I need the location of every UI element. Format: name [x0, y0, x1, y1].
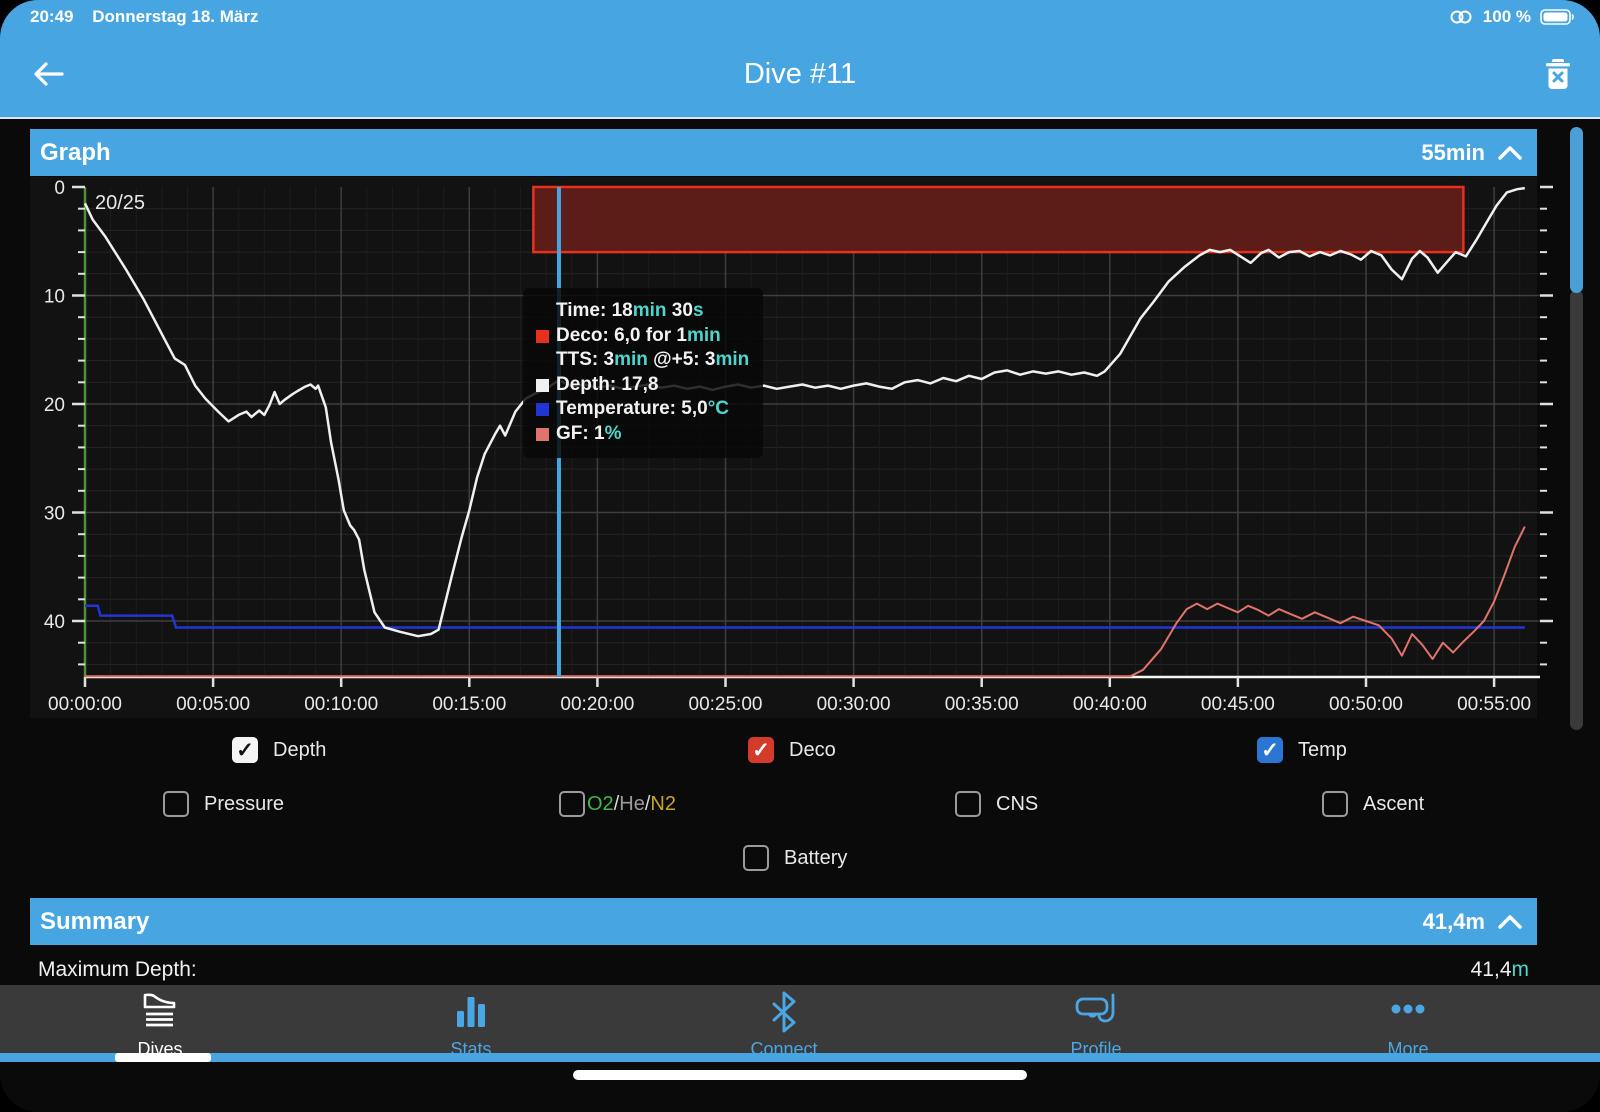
tooltip-series-bullet	[536, 403, 549, 416]
legend-label-battery: Battery	[784, 846, 848, 869]
clock: 20:49	[30, 7, 74, 26]
tab-connect[interactable]: Connect	[714, 991, 854, 1060]
legend-label-gas: O2/He/N2	[587, 792, 676, 815]
checkbox-temp[interactable]: ✓	[1257, 737, 1283, 763]
legend-toggle-cns[interactable]: CNS	[955, 791, 1038, 817]
nav-bar: Dive #11	[0, 30, 1600, 117]
home-indicator[interactable]	[573, 1070, 1027, 1080]
tab-indicator-strip	[0, 1053, 1600, 1062]
tooltip-line: Depth: 17,8	[523, 373, 755, 398]
tooltip-line: Time: 18min 30s	[556, 300, 704, 321]
checkbox-depth[interactable]: ✓	[232, 737, 258, 763]
battery-percent: 100 %	[1482, 7, 1531, 26]
legend-label-pressure: Pressure	[204, 792, 285, 815]
checkbox-battery[interactable]	[743, 845, 769, 871]
delete-dive-button[interactable]	[1542, 56, 1574, 97]
hotspot-icon	[1450, 10, 1472, 24]
dives-icon	[90, 991, 230, 1038]
checkbox-cns[interactable]	[955, 791, 981, 817]
battery-icon	[1540, 9, 1574, 25]
summary-row-value: 41,4m	[1470, 958, 1529, 981]
page-title: Dive #11	[743, 58, 857, 90]
tab-bar: Dives Stats Connect Profile More	[0, 985, 1600, 1059]
checkbox-ascent[interactable]	[1322, 791, 1348, 817]
summary-max-depth-badge: 41,4m	[1422, 908, 1485, 934]
tooltip-series-bullet	[536, 329, 549, 343]
tooltip-line: GF: 1%	[523, 422, 755, 447]
tooltip-line: TTS: 3min @+5: 3min	[556, 349, 750, 370]
date-label: Donnerstag 18. März	[92, 7, 259, 26]
checkbox-deco[interactable]: ✓	[748, 737, 774, 763]
legend-toggle-temp[interactable]: ✓ Temp	[1257, 737, 1347, 763]
legend-label-cns: CNS	[996, 792, 1039, 815]
trash-icon	[1546, 59, 1570, 89]
status-bar: 20:49 Donnerstag 18. März 100 %	[0, 4, 1600, 30]
tab-more[interactable]: More	[1338, 991, 1478, 1060]
checkbox-pressure[interactable]	[163, 791, 189, 817]
tab-profile[interactable]: Profile	[1026, 991, 1166, 1060]
checkbox-gas[interactable]	[559, 791, 585, 817]
status-left: 20:49 Donnerstag 18. März	[30, 7, 272, 27]
nav-separator	[0, 117, 1600, 119]
back-button[interactable]	[30, 58, 68, 95]
tab-stats[interactable]: Stats	[401, 991, 541, 1060]
chevron-up-icon[interactable]	[1497, 144, 1523, 162]
legend-label-ascent: Ascent	[1363, 792, 1425, 815]
scrollbar-thumb[interactable]	[1570, 127, 1583, 293]
graph-section-title: Graph	[40, 138, 111, 166]
tooltip-series-bullet	[536, 427, 549, 441]
tab-dives[interactable]: Dives	[90, 991, 230, 1060]
summary-section-title: Summary	[40, 907, 150, 935]
top-bar: 20:49 Donnerstag 18. März 100 % Dive #11	[0, 0, 1600, 117]
connect-icon	[714, 991, 854, 1038]
chart-tooltip: Time: 18min 30s Deco: 6,0 for 1min TTS: 3m…	[523, 288, 763, 458]
summary-section-header[interactable]: Summary 41,4m	[30, 898, 1537, 945]
active-tab-indicator	[115, 1053, 211, 1062]
summary-row-max-depth: Maximum Depth: 41,4m	[30, 954, 1537, 986]
legend-toggle-depth[interactable]: ✓ Depth	[232, 737, 326, 763]
scrollbar-track[interactable]	[1570, 290, 1583, 730]
back-arrow-icon	[34, 62, 64, 86]
stats-icon	[401, 991, 541, 1038]
chevron-up-icon[interactable]	[1497, 913, 1523, 931]
chart-area[interactable]	[30, 177, 1537, 718]
legend-toggle-gas[interactable]: O2/He/N2	[559, 791, 676, 817]
dive-duration: 55min	[1421, 139, 1485, 165]
tooltip-line: Deco: 6,0 for 1min	[523, 324, 755, 349]
legend-label-deco: Deco	[789, 738, 836, 761]
more-icon	[1338, 991, 1478, 1038]
graph-section-header[interactable]: Graph 55min	[30, 129, 1537, 176]
legend-toggle-pressure[interactable]: Pressure	[163, 791, 284, 817]
summary-row-label: Maximum Depth:	[38, 958, 197, 981]
profile-icon	[1026, 991, 1166, 1038]
tooltip-series-bullet	[536, 378, 549, 392]
status-right: 100 %	[1448, 7, 1576, 27]
legend-toggle-battery[interactable]: Battery	[743, 845, 847, 871]
legend-label-depth: Depth	[273, 738, 327, 761]
legend-toggle-ascent[interactable]: Ascent	[1322, 791, 1424, 817]
legend-label-temp: Temp	[1298, 738, 1347, 761]
tooltip-line: Temperature: 5,0°C	[523, 397, 755, 422]
legend-toggle-deco[interactable]: ✓ Deco	[748, 737, 836, 763]
